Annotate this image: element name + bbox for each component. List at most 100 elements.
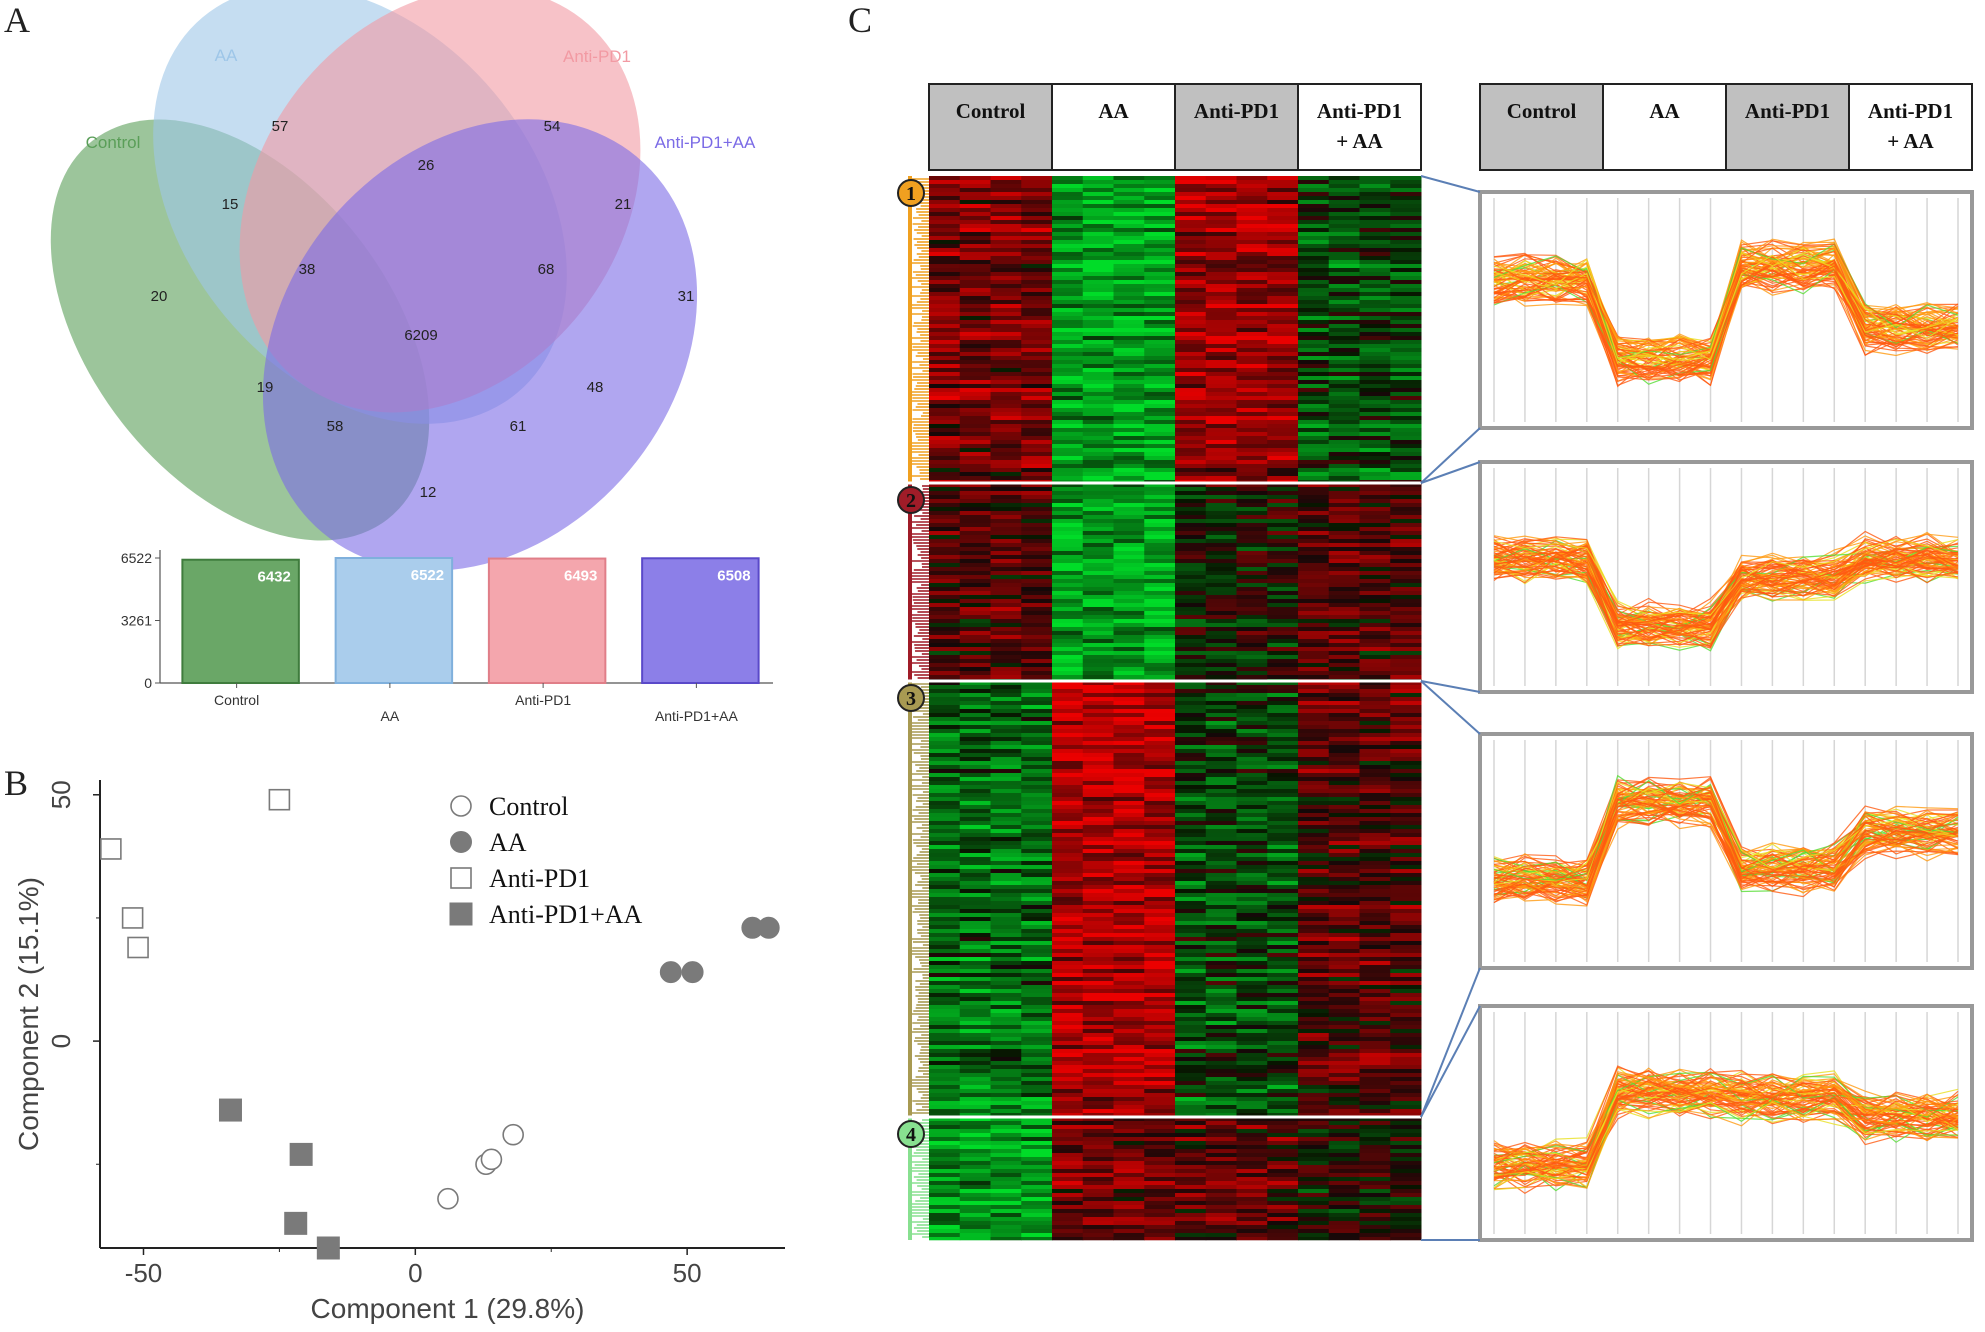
heatmap-cell (1082, 781, 1114, 786)
heatmap-cell (959, 519, 991, 524)
heatmap-cell (1113, 893, 1145, 898)
heatmap-cell (1298, 384, 1330, 389)
heatmap-cell (1082, 535, 1114, 540)
heatmap-cell (1236, 893, 1268, 898)
bar-ytick-label: 3261 (121, 613, 152, 629)
heatmap-cell (929, 432, 961, 437)
heatmap-cell (959, 1225, 991, 1230)
heatmap-cell (1267, 741, 1299, 746)
heatmap-cell (1298, 1165, 1330, 1170)
heatmap-cell (1298, 244, 1330, 249)
heatmap-cell (1236, 1029, 1268, 1034)
heatmap-cell (1113, 599, 1145, 604)
heatmap-cell (1205, 460, 1237, 465)
heatmap-cell (1328, 176, 1360, 181)
heatmap-cell (990, 619, 1022, 624)
heatmap-cell (929, 348, 961, 353)
heatmap-cell (1205, 468, 1237, 473)
heatmap-cell (929, 436, 961, 441)
heatmap-cell (959, 1077, 991, 1082)
heatmap-cell (1390, 1173, 1422, 1178)
heatmap-cell (1359, 701, 1391, 706)
heatmap-cell (1175, 483, 1207, 488)
heatmap-cell (1113, 396, 1145, 401)
heatmap-cell (1328, 1029, 1360, 1034)
heatmap-cell (1390, 611, 1422, 616)
heatmap-cell (1298, 705, 1330, 710)
heatmap-cell (1328, 1221, 1360, 1226)
heatmap-cell (1144, 833, 1176, 838)
heatmap-cell (1052, 1133, 1084, 1138)
heatmap-cell (959, 1217, 991, 1222)
heatmap-cell (1359, 837, 1391, 842)
heatmap-cell (1082, 619, 1114, 624)
heatmap-cell (1175, 889, 1207, 894)
heatmap-cell (1021, 675, 1053, 680)
heatmap-cell (1267, 865, 1299, 870)
heatmap-cell (1359, 717, 1391, 722)
heatmap-cell (1082, 324, 1114, 329)
heatmap-cell (1267, 268, 1299, 273)
heatmap-cell (1298, 515, 1330, 520)
heatmap-cell (1328, 765, 1360, 770)
heatmap-cell (1236, 1001, 1268, 1006)
heatmap-cell (1267, 1229, 1299, 1234)
heatmap-cell (1390, 483, 1422, 488)
heatmap-cell (1175, 877, 1207, 882)
heatmap-cell (929, 320, 961, 325)
heatmap-cell (1052, 1229, 1084, 1234)
heatmap-cell (1021, 543, 1053, 548)
heatmap-cell (929, 627, 961, 632)
heatmap-cell (1144, 1001, 1176, 1006)
heatmap-cell (1205, 284, 1237, 289)
heatmap-cell (1082, 180, 1114, 185)
heatmap-cell (1328, 1073, 1360, 1078)
heatmap-cell (1144, 741, 1176, 746)
heatmap-cell (1113, 539, 1145, 544)
heatmap-cell (1175, 925, 1207, 930)
heatmap-cell (1144, 260, 1176, 265)
heatmap-cell (1175, 917, 1207, 922)
heatmap-cell (990, 1101, 1022, 1106)
heatmap-cell (1113, 897, 1145, 902)
heatmap-cell (1236, 615, 1268, 620)
heatmap-cell (1205, 272, 1237, 277)
heatmap-cell (1113, 256, 1145, 261)
heatmap-cell (929, 925, 961, 930)
heatmap-cell (959, 897, 991, 902)
bar-aa (334, 557, 454, 684)
heatmap-cell (1144, 1073, 1176, 1078)
heatmap-cell (1359, 681, 1391, 686)
heatmap-cell (990, 1109, 1022, 1114)
heatmap-cell (1205, 452, 1237, 457)
heatmap-cell (1267, 412, 1299, 417)
heatmap-cell (1021, 420, 1053, 425)
heatmap-cell (1359, 555, 1391, 560)
heatmap-cell (1298, 721, 1330, 726)
heatmap-cell (1021, 1185, 1053, 1190)
heatmap-cell (959, 1233, 991, 1238)
heatmap-cell (1328, 1045, 1360, 1050)
heatmap-cell (1359, 977, 1391, 982)
heatmap-cell (1175, 635, 1207, 640)
heatmap-cell (1082, 1049, 1114, 1054)
heatmap-cell (929, 1217, 961, 1222)
heatmap-cell (1144, 921, 1176, 926)
heatmap-cell (1175, 519, 1207, 524)
heatmap-cell (1082, 208, 1114, 213)
heatmap-cell (1236, 184, 1268, 189)
heatmap-cell (1236, 1025, 1268, 1030)
heatmap-cell (1021, 579, 1053, 584)
heatmap-cell (1267, 1129, 1299, 1134)
heatmap-cell (1298, 741, 1330, 746)
heatmap-cell (1267, 555, 1299, 560)
heatmap-cell (1298, 316, 1330, 321)
heatmap-cell (959, 631, 991, 636)
heatmap-cell (1328, 941, 1360, 946)
heatmap-cell (1144, 1065, 1176, 1070)
heatmap-cell (959, 1085, 991, 1090)
heatmap-cell (1205, 813, 1237, 818)
heatmap-cell (1082, 1133, 1114, 1138)
heatmap-cell (1298, 635, 1330, 640)
heatmap-cell (1021, 757, 1053, 762)
